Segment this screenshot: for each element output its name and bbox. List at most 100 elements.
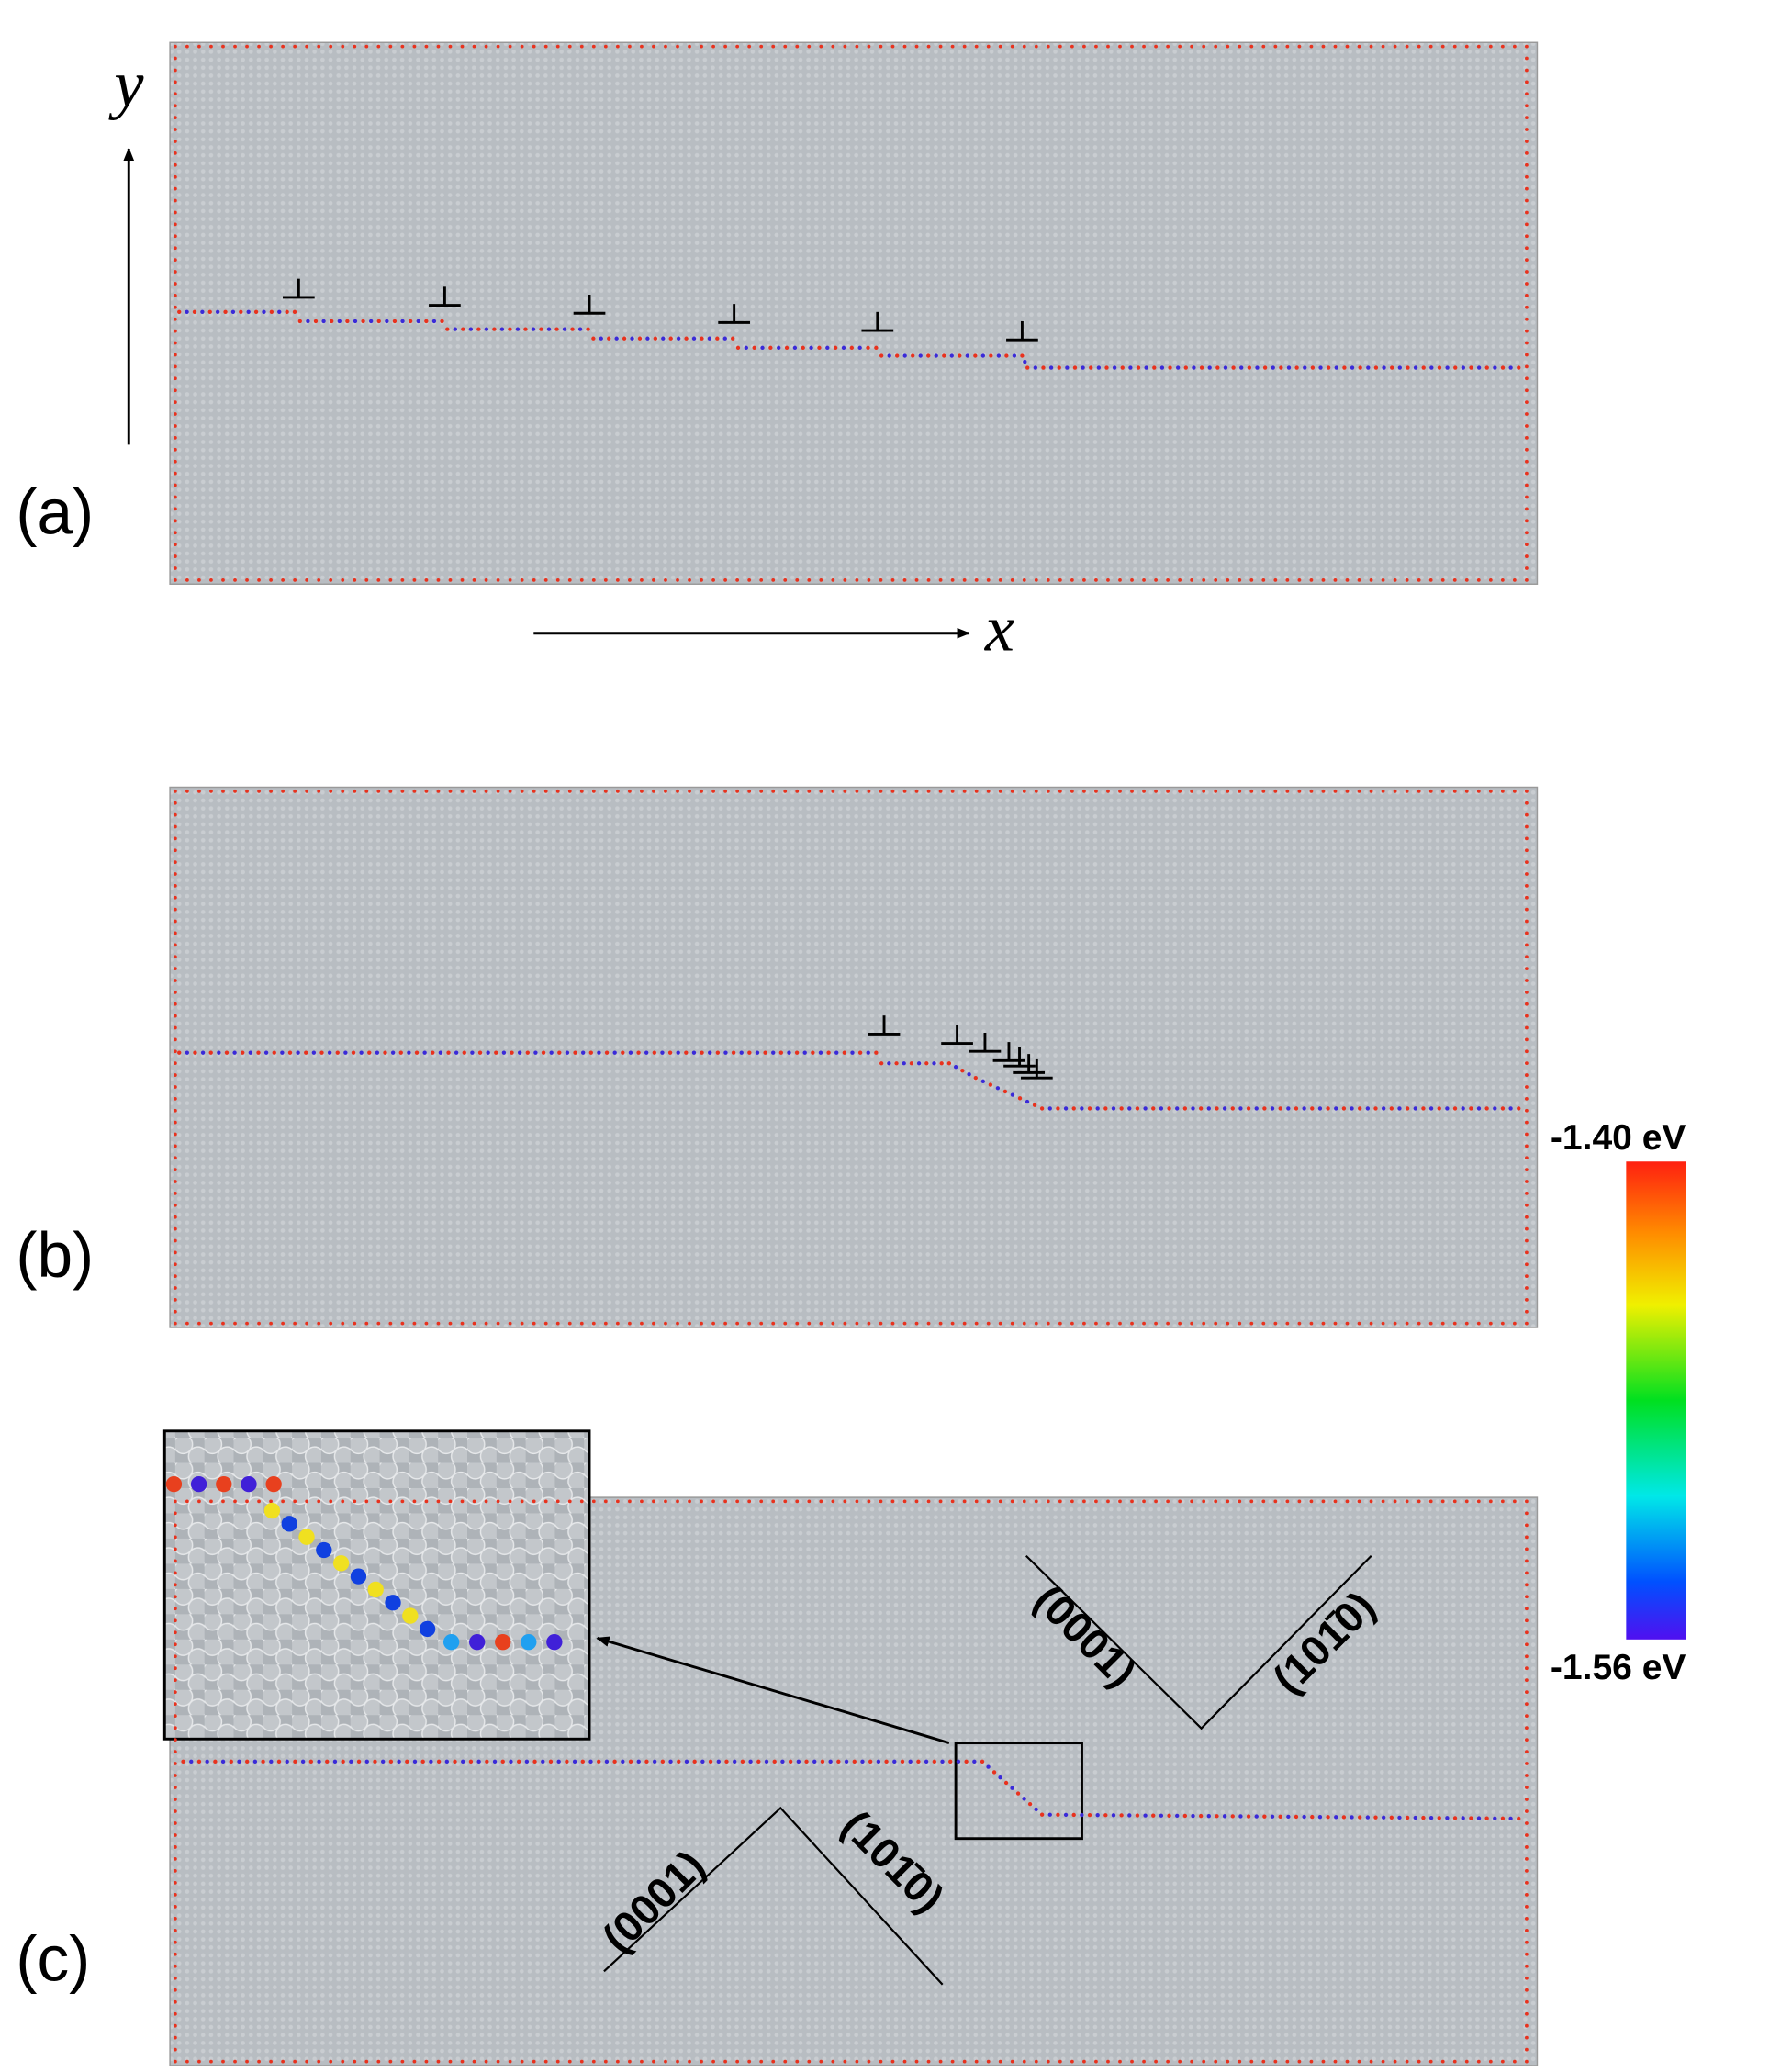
border-atoms: [1082, 1499, 1086, 1504]
border-atoms: [1214, 1499, 1218, 1504]
boundary-atoms: [292, 309, 297, 314]
boundary-atoms: [1223, 365, 1228, 370]
border-atoms: [747, 2059, 752, 2064]
border-atoms: [1525, 990, 1529, 994]
border-atoms: [843, 1321, 847, 1326]
border-atoms: [1261, 789, 1266, 793]
border-atoms: [1022, 1321, 1026, 1326]
border-atoms: [759, 2059, 764, 2064]
border-atoms: [173, 1583, 177, 1587]
border-atoms: [424, 789, 429, 793]
border-atoms: [1476, 2059, 1481, 2064]
border-atoms: [1297, 1499, 1302, 1504]
border-atoms: [843, 2059, 847, 2064]
border-atoms: [831, 789, 835, 793]
boundary-atoms: [385, 319, 389, 324]
boundary-atoms: [388, 1759, 394, 1764]
boundary-atoms: [1508, 365, 1513, 370]
border-atoms: [496, 2059, 500, 2064]
boundary-atoms: [780, 1759, 785, 1764]
border-atoms: [508, 2059, 512, 2064]
border-atoms: [1525, 1857, 1529, 1861]
border-atoms: [1525, 1595, 1529, 1599]
border-atoms: [1525, 1881, 1529, 1885]
boundary-atoms: [517, 1050, 522, 1055]
boundary-atoms: [684, 1050, 689, 1055]
border-atoms: [1178, 2059, 1182, 2064]
boundary-atoms: [668, 1759, 673, 1764]
border-atoms: [974, 789, 979, 793]
border-atoms: [962, 44, 967, 49]
boundary-atoms: [531, 327, 536, 331]
boundary-atoms: [708, 1759, 713, 1764]
border-atoms: [1525, 1821, 1529, 1825]
border-atoms: [1428, 1499, 1433, 1504]
inset-atoms: [385, 1595, 401, 1611]
border-atoms: [735, 578, 740, 582]
border-atoms: [400, 1321, 405, 1326]
border-atoms: [233, 578, 237, 582]
border-atoms: [173, 1952, 177, 1956]
border-atoms: [209, 2059, 213, 2064]
border-atoms: [711, 2059, 715, 2064]
border-atoms: [567, 1499, 572, 1504]
border-atoms: [1166, 578, 1170, 582]
border-atoms: [628, 1321, 632, 1326]
border-atoms: [173, 531, 177, 535]
border-atoms: [1130, 578, 1134, 582]
border-atoms: [173, 80, 177, 84]
border-atoms: [173, 1547, 177, 1551]
border-atoms: [1512, 789, 1517, 793]
boundary-atoms: [1318, 365, 1323, 370]
inset-atoms: [546, 1634, 563, 1651]
border-atoms: [293, 578, 297, 582]
boundary-atoms: [313, 319, 319, 324]
border-atoms: [1046, 2059, 1050, 2064]
boundary-atoms: [192, 309, 197, 314]
boundary-atoms: [549, 1050, 554, 1055]
boundary-atoms: [884, 1759, 889, 1764]
border-atoms: [819, 1499, 823, 1504]
boundary-atoms: [676, 336, 681, 341]
boundary-atoms: [1278, 1106, 1282, 1111]
border-atoms: [1022, 2059, 1026, 2064]
boundary-atoms: [1310, 1814, 1315, 1820]
border-atoms: [1142, 1499, 1146, 1504]
border-atoms: [890, 1321, 895, 1326]
boundary-atoms: [771, 1050, 776, 1055]
boundary-atoms: [196, 1759, 202, 1764]
border-atoms: [783, 578, 788, 582]
boundary-atoms: [599, 336, 603, 341]
border-atoms: [305, 789, 309, 793]
boundary-atoms: [1012, 353, 1017, 358]
boundary-atoms: [700, 1759, 705, 1764]
boundary-atoms: [887, 353, 891, 358]
border-atoms: [914, 1321, 919, 1326]
boundary-atoms: [557, 1050, 562, 1055]
border-atoms: [1525, 955, 1529, 959]
border-atoms: [1476, 44, 1481, 49]
border-atoms: [1417, 44, 1421, 49]
border-atoms: [1345, 789, 1350, 793]
border-atoms: [1525, 1073, 1529, 1077]
boundary-atoms: [739, 1050, 744, 1055]
boundary-atoms: [1002, 1089, 1008, 1094]
boundary-atoms: [1246, 1106, 1251, 1111]
boundary-atoms: [1493, 1106, 1497, 1111]
border-atoms: [998, 1499, 1002, 1504]
boundary-atoms: [207, 309, 212, 314]
border-atoms: [1321, 44, 1326, 49]
border-atoms: [1525, 1203, 1529, 1207]
border-atoms: [1417, 578, 1421, 582]
border-atoms: [520, 578, 524, 582]
colorbar-min: -1.56 eV: [1551, 1648, 1686, 1687]
border-atoms: [173, 1809, 177, 1813]
border-atoms: [1369, 789, 1373, 793]
boundary-atoms: [1025, 1099, 1030, 1104]
border-atoms: [1345, 44, 1350, 49]
border-atoms: [1034, 1321, 1038, 1326]
border-atoms: [1321, 1499, 1326, 1504]
border-atoms: [1440, 1321, 1445, 1326]
boundary-atoms: [516, 1759, 521, 1764]
boundary-atoms: [349, 1759, 353, 1764]
